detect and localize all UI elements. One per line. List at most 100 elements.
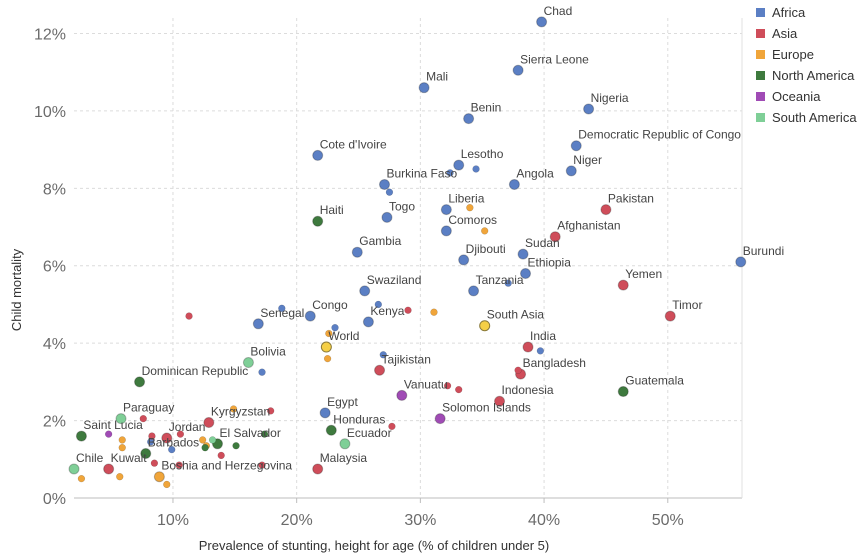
point-asia xyxy=(443,382,452,390)
point-label: Chad xyxy=(544,4,573,18)
y-tick-label: 12% xyxy=(34,26,66,43)
point-africa xyxy=(304,310,316,322)
point-africa xyxy=(362,316,374,328)
point-label: Swaziland xyxy=(367,273,422,287)
point-label: Kyrgyzstan xyxy=(211,405,270,419)
y-tick-label: 4% xyxy=(43,336,66,353)
point-asia xyxy=(267,407,275,415)
point-africa xyxy=(735,256,747,268)
point-africa xyxy=(418,82,430,94)
point-asia xyxy=(148,432,156,440)
point-north-america xyxy=(312,215,324,227)
point-africa xyxy=(520,267,532,279)
point-asia xyxy=(103,463,115,475)
point-label: El Salvador xyxy=(219,426,280,440)
point-label: Afghanistan xyxy=(557,219,620,233)
point-south-america xyxy=(115,413,127,425)
point-label: Nigeria xyxy=(591,91,629,105)
y-tick-label: 10% xyxy=(34,104,66,121)
point-label: Burkina Faso xyxy=(386,166,457,180)
point-africa xyxy=(252,318,264,330)
point-africa xyxy=(319,407,331,419)
point-europe xyxy=(430,308,438,316)
point-africa xyxy=(168,445,176,454)
point-label: Saint Lucia xyxy=(83,418,143,432)
point-south-america xyxy=(68,463,80,475)
legend-swatch xyxy=(756,29,765,38)
point-africa xyxy=(583,103,595,115)
point-africa xyxy=(536,16,548,28)
x-tick-label: 30% xyxy=(404,512,436,529)
point-label: Jordan xyxy=(169,420,206,434)
y-tick-label: 0% xyxy=(43,491,66,508)
point-north-america xyxy=(134,376,146,388)
point-asia xyxy=(522,341,534,353)
point-africa xyxy=(379,351,387,359)
point-label: Gambia xyxy=(359,234,401,248)
point-asia xyxy=(203,417,215,429)
point-africa xyxy=(385,188,394,196)
point-africa xyxy=(536,347,545,355)
point-label: Democratic Republic of Congo xyxy=(578,128,741,142)
point-label: Malaysia xyxy=(320,451,368,465)
y-tick-label: 2% xyxy=(43,414,66,431)
point-label: Ethiopia xyxy=(528,255,572,269)
point-europe xyxy=(481,227,489,235)
point-europe xyxy=(153,471,165,483)
point-asia xyxy=(217,451,225,460)
point-africa xyxy=(565,165,577,177)
point-asia xyxy=(404,306,412,314)
point-label: Niger xyxy=(573,153,602,167)
point-asia xyxy=(175,461,183,469)
point-africa xyxy=(463,113,475,125)
point-asia xyxy=(185,312,193,320)
point-asia xyxy=(176,430,185,438)
point-africa xyxy=(472,165,480,173)
legend-item: Africa xyxy=(772,5,806,20)
point-asia xyxy=(161,432,173,444)
point-oceania xyxy=(104,430,113,438)
y-tick-label: 6% xyxy=(43,259,66,276)
point-europe xyxy=(118,444,126,452)
point-label: Burundi xyxy=(743,244,784,258)
point-africa xyxy=(351,246,363,258)
legend: Africa Asia Europe North America Oceania Sout… xyxy=(756,5,857,125)
point-europe xyxy=(199,436,207,444)
point-africa xyxy=(504,279,512,287)
point-africa xyxy=(381,211,393,223)
gridlines xyxy=(74,18,742,499)
point-africa xyxy=(440,225,452,237)
point-asia xyxy=(139,414,147,423)
point-label: Bolivia xyxy=(250,345,286,359)
x-tick-label: 40% xyxy=(528,512,560,529)
point-africa xyxy=(374,300,382,309)
point-asia xyxy=(549,231,561,243)
point-south-asia xyxy=(479,320,491,332)
point-europe xyxy=(229,405,238,413)
point-label: Chile xyxy=(76,451,104,465)
x-tick-label: 10% xyxy=(157,512,189,529)
point-africa xyxy=(440,204,452,216)
point-south-america xyxy=(242,357,254,369)
point-africa xyxy=(258,368,266,376)
legend-item: Oceania xyxy=(772,89,821,104)
point-label: Lesotho xyxy=(461,147,504,161)
point-label: Angola xyxy=(516,166,554,180)
legend-swatch xyxy=(756,8,765,17)
point-north-america xyxy=(325,424,337,436)
point-label: Sierra Leone xyxy=(520,52,589,66)
point-label: Congo xyxy=(312,298,348,312)
point-label: Cote d'Ivoire xyxy=(320,137,387,151)
point-label: Liberia xyxy=(448,192,484,206)
point-asia xyxy=(150,459,159,467)
point-label: Tanzania xyxy=(476,273,524,287)
legend-item: Asia xyxy=(772,26,798,41)
point-label: Solomon Islands xyxy=(442,401,531,415)
point-label: Indonesia xyxy=(502,383,554,397)
y-tick-label: 8% xyxy=(43,181,66,198)
point-africa xyxy=(453,159,465,171)
point-asia xyxy=(664,310,676,322)
axes: 0% 2% 4% 6% 8% 10% 12% 10% 20% 30% 40% 50% xyxy=(34,18,743,529)
point-label: Bangladesh xyxy=(523,356,586,370)
